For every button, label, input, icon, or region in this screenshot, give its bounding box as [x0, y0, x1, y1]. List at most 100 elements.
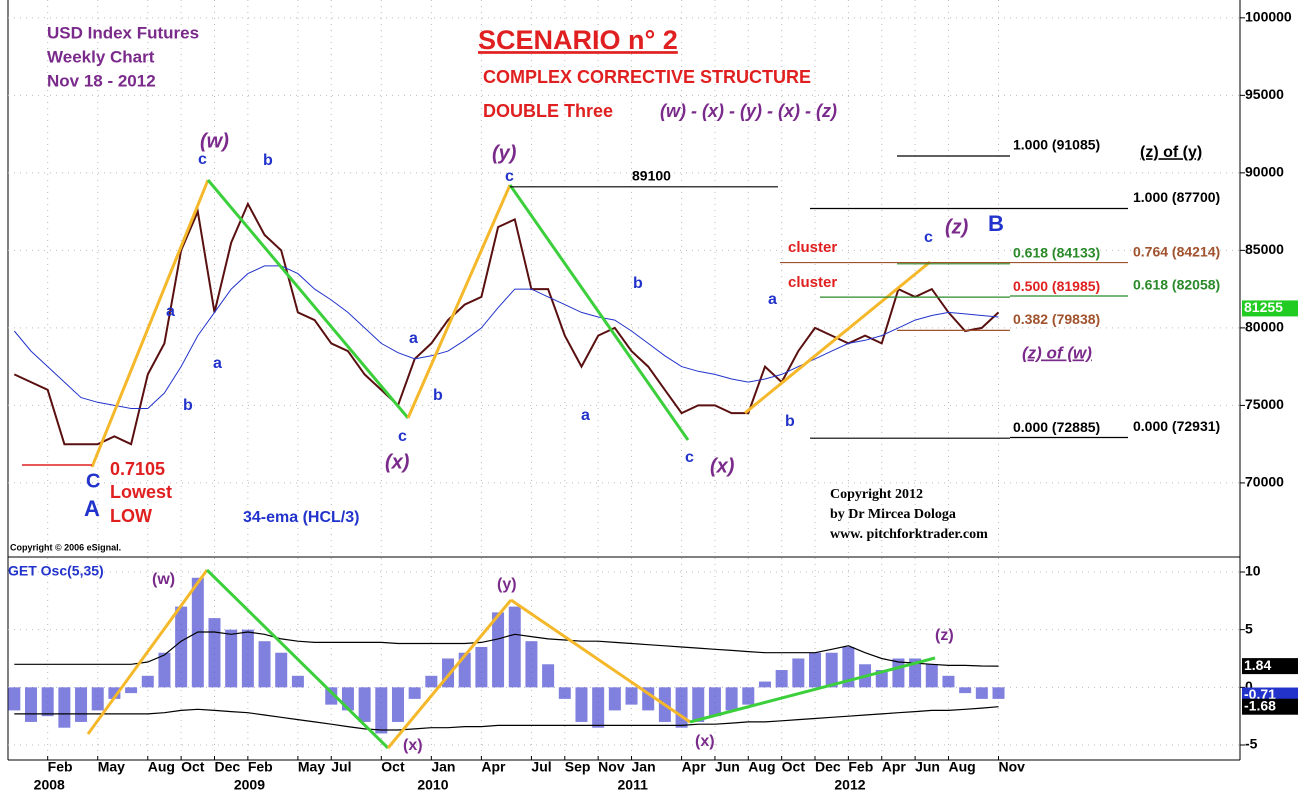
osc-band — [14, 631, 999, 667]
year-label: 2011 — [618, 777, 649, 793]
x-tick-label: Dec — [815, 759, 841, 775]
x-tick-label: Feb — [248, 759, 273, 775]
x-tick-label: Jan — [632, 759, 656, 775]
osc-bar — [508, 606, 521, 688]
year-label: 2012 — [834, 777, 865, 793]
y-tick-label: 70000 — [1245, 474, 1284, 490]
pattern-name: DOUBLE Three — [483, 101, 613, 121]
annotation: LOW — [110, 506, 152, 526]
wave-line — [206, 179, 410, 419]
osc-bar — [792, 658, 805, 688]
osc-bar — [408, 687, 421, 699]
osc-bar — [925, 664, 938, 688]
x-tick-label: Aug — [948, 759, 975, 775]
annotation: b — [633, 275, 643, 292]
copyright: by Dr Mircea Dologa — [830, 507, 956, 522]
osc-bar — [391, 687, 404, 722]
osc-bar — [592, 687, 605, 728]
annotation: b — [183, 397, 193, 414]
osc-bar — [692, 687, 705, 722]
osc-bar — [942, 675, 955, 688]
level-label: 1.000 (87700) — [1133, 189, 1220, 205]
value-box-label: 1.84 — [1244, 657, 1271, 673]
level-label: 0.500 (81985) — [1013, 278, 1100, 294]
osc-bar — [909, 658, 922, 688]
annotation: (x) — [695, 733, 715, 750]
x-tick-label: Oct — [782, 759, 806, 775]
osc-bar — [208, 618, 221, 688]
osc-bar — [275, 652, 288, 688]
osc-bar — [675, 687, 688, 728]
annotation: (z) — [945, 216, 969, 238]
osc-bar — [758, 681, 771, 688]
osc-bar — [875, 670, 888, 688]
wave-line — [510, 598, 691, 724]
annotation: (x) — [710, 455, 735, 477]
annotation: cluster — [788, 274, 837, 291]
x-tick-label: Jul — [531, 759, 551, 775]
osc-bar — [842, 646, 855, 688]
y-tick-label: 90000 — [1245, 164, 1284, 180]
osc-bar — [608, 687, 621, 711]
osc-bar — [325, 687, 338, 705]
wave-line — [689, 656, 936, 724]
value-box-label: -1.68 — [1244, 697, 1276, 713]
x-tick-label: May — [98, 759, 125, 775]
wave-line — [386, 599, 513, 749]
year-label: 2010 — [417, 777, 448, 793]
annotation: (x) — [403, 737, 423, 754]
y-tick-label: 10 — [1245, 563, 1261, 579]
level-label: 0.000 (72885) — [1013, 419, 1100, 435]
level-label: 89100 — [632, 168, 671, 184]
osc-bar — [775, 670, 788, 688]
year-label: 2009 — [234, 777, 265, 793]
annotation: c — [505, 168, 514, 185]
annotation: b — [785, 413, 795, 430]
annotation: c — [398, 428, 407, 445]
osc-bar — [492, 612, 505, 688]
annotation: (w) — [152, 571, 175, 588]
annotation: A — [84, 496, 100, 521]
marks — [8, 0, 1245, 760]
subheading: COMPLEX CORRECTIVE STRUCTURE — [483, 67, 811, 87]
annotation: a — [581, 407, 590, 424]
pattern: (w) - (x) - (y) - (x) - (z) — [660, 101, 837, 121]
osc-bar — [375, 687, 388, 734]
ema-line — [13, 265, 999, 409]
x-tick-label: Feb — [48, 759, 73, 775]
x-tick-label: Dec — [214, 759, 240, 775]
osc-bar — [542, 664, 555, 688]
annotation: cluster — [788, 239, 837, 256]
x-tick-label: Aug — [748, 759, 775, 775]
osc-bar — [425, 675, 438, 688]
ema-label: 34-ema (HCL/3) — [243, 509, 359, 526]
x-tick-label: Oct — [181, 759, 205, 775]
y-tick-label: 5 — [1245, 620, 1253, 636]
osc-bar — [75, 687, 88, 722]
y-tick-label: 75000 — [1245, 396, 1284, 412]
x-tick-label: Apr — [682, 759, 707, 775]
x-tick-label: Jun — [715, 759, 740, 775]
annotation: C — [86, 470, 100, 492]
osc-bar — [158, 652, 171, 688]
value-box — [1242, 658, 1298, 675]
x-tick-label: Feb — [848, 759, 873, 775]
osc-title: GET Osc(5,35) — [8, 563, 104, 579]
wave-line — [205, 568, 390, 750]
osc-bar — [258, 641, 271, 688]
level-label: 0.764 (84214) — [1133, 243, 1220, 259]
osc-bar — [975, 687, 988, 699]
osc-bar — [141, 675, 154, 688]
osc-bar — [742, 687, 755, 705]
level-label: 0.382 (79838) — [1013, 311, 1100, 327]
x-tick-label: Jun — [915, 759, 940, 775]
wave-line — [744, 260, 931, 415]
osc-bar — [41, 687, 54, 717]
annotation: c — [685, 449, 694, 466]
annotation: c — [198, 151, 207, 168]
x-tick-label: Nov — [598, 759, 625, 775]
x-tick-label: May — [298, 759, 325, 775]
osc-bar — [58, 687, 71, 728]
osc-band — [14, 706, 999, 731]
